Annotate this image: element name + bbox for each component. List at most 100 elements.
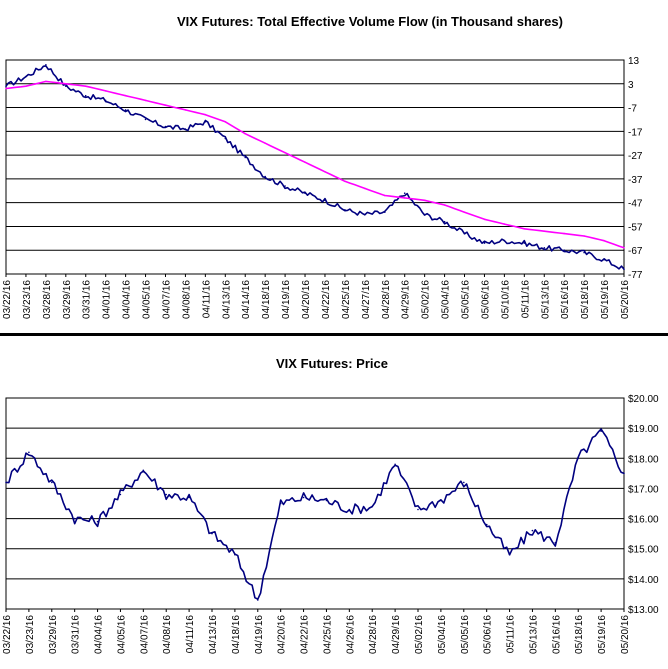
x-tick-label: 04/26/16 — [345, 615, 356, 654]
data-point — [119, 493, 122, 496]
data-point — [440, 499, 442, 502]
x-tick-label: 04/01/16 — [102, 280, 113, 319]
x-tick-label: 05/20/16 — [620, 615, 631, 654]
data-point — [25, 75, 27, 78]
x-tick-label: 04/18/16 — [231, 615, 242, 654]
volume-flow-chart: VIX Futures: Total Effective Volume Flow… — [2, 14, 643, 319]
data-point — [5, 481, 7, 484]
data-point — [224, 137, 227, 140]
data-point — [211, 532, 213, 535]
x-tick-label: 03/22/16 — [2, 280, 13, 319]
data-point — [84, 94, 87, 97]
data-point — [543, 230, 546, 232]
x-tick-label: 04/22/16 — [300, 615, 311, 654]
data-point — [164, 104, 167, 106]
x-tick-label: 05/02/16 — [421, 280, 432, 319]
data-point — [603, 258, 605, 261]
data-point — [144, 99, 147, 102]
x-tick-label: 04/22/16 — [321, 280, 332, 319]
x-tick-label: 05/18/16 — [580, 280, 591, 319]
data-point — [531, 529, 534, 532]
data-point — [603, 239, 605, 242]
data-point — [483, 218, 486, 221]
x-tick-label: 04/29/16 — [401, 280, 412, 319]
x-tick-label: 04/29/16 — [391, 615, 402, 654]
data-point — [142, 469, 145, 472]
data-point — [45, 64, 47, 66]
data-point — [523, 228, 526, 230]
data-point — [483, 242, 486, 244]
data-point — [104, 90, 107, 92]
data-point — [284, 151, 286, 154]
data-point — [304, 192, 306, 194]
data-point — [417, 508, 419, 511]
series-line-1 — [5, 80, 625, 249]
data-point — [463, 481, 465, 484]
data-point — [302, 496, 305, 499]
x-tick-label: 05/20/16 — [620, 280, 631, 319]
data-point — [563, 249, 565, 251]
series-line-0 — [5, 65, 625, 270]
data-point — [348, 508, 351, 511]
x-tick-label: 04/18/16 — [261, 280, 272, 319]
data-point — [264, 142, 267, 144]
x-tick-label: 05/16/16 — [560, 280, 571, 319]
x-tick-label: 05/04/16 — [437, 615, 448, 654]
x-tick-label: 04/07/16 — [139, 615, 150, 654]
data-point — [84, 85, 87, 87]
x-tick-label: 05/10/16 — [500, 280, 511, 319]
x-tick-label: 04/20/16 — [277, 615, 288, 654]
data-point — [623, 472, 625, 475]
x-tick-label: 05/02/16 — [414, 615, 425, 654]
x-tick-label: 05/06/16 — [480, 280, 491, 319]
y-tick-label: $17.00 — [628, 484, 659, 495]
x-tick-label: 03/22/16 — [2, 615, 13, 654]
plot-area-frame — [5, 397, 625, 610]
data-point — [443, 204, 446, 206]
volume-flow-chart-title: VIX Futures: Total Effective Volume Flow… — [177, 14, 563, 29]
data-point — [164, 125, 167, 128]
data-point — [257, 599, 259, 601]
x-tick-label: 04/25/16 — [341, 280, 352, 319]
data-point — [144, 118, 147, 121]
volume-flow-chart-panel: VIX Futures: Total Effective Volume Flow… — [0, 0, 668, 333]
data-point — [188, 496, 190, 499]
x-tick-label: 04/11/16 — [201, 280, 212, 319]
x-tick-label: 05/04/16 — [441, 280, 452, 319]
data-point — [384, 211, 386, 213]
x-tick-label: 03/28/16 — [42, 280, 53, 319]
x-tick-label: 05/18/16 — [574, 615, 585, 654]
data-point — [563, 232, 565, 235]
x-tick-label: 04/08/16 — [162, 615, 173, 654]
data-point — [65, 83, 67, 85]
data-point — [577, 457, 579, 460]
data-point — [244, 156, 246, 159]
price-y-axis: $20.00 $19.00 $18.00 $17.00 $16.00 $15.00 $14.… — [628, 394, 659, 616]
y-tick-label: -67 — [628, 246, 643, 257]
x-tick-label: 04/20/16 — [301, 280, 312, 319]
data-point — [364, 187, 366, 190]
data-point — [124, 94, 127, 97]
x-tick-label: 03/31/16 — [82, 280, 93, 319]
x-tick-label: 05/19/16 — [597, 615, 608, 654]
x-tick-label: 04/13/16 — [221, 280, 232, 319]
data-point — [204, 113, 207, 116]
price-series — [5, 428, 625, 601]
x-tick-label: 05/05/16 — [461, 280, 472, 319]
data-point — [583, 251, 585, 254]
data-point — [403, 192, 406, 194]
x-tick-label: 03/31/16 — [71, 615, 82, 654]
data-point — [344, 209, 346, 211]
x-tick-label: 04/05/16 — [142, 280, 153, 319]
x-tick-label: 03/29/16 — [62, 280, 73, 319]
y-tick-label: $14.00 — [628, 575, 659, 586]
data-point — [96, 520, 99, 523]
data-point — [543, 247, 546, 249]
x-tick-label: 04/08/16 — [181, 280, 192, 319]
data-point — [503, 239, 506, 242]
x-tick-label: 04/27/16 — [361, 280, 372, 319]
data-point — [204, 121, 207, 123]
x-tick-label: 05/11/16 — [506, 615, 517, 654]
y-tick-label: 13 — [628, 56, 640, 67]
data-point — [5, 87, 7, 90]
